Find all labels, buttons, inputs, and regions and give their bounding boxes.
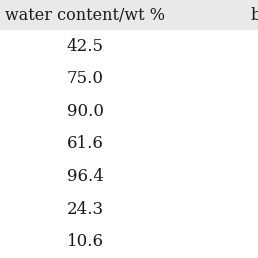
Text: 24.3: 24.3 — [67, 201, 104, 218]
Text: water content/wt %: water content/wt % — [5, 6, 165, 23]
Text: bo: bo — [250, 6, 258, 23]
Text: 42.5: 42.5 — [67, 38, 104, 55]
Text: 10.6: 10.6 — [67, 233, 104, 250]
Text: 61.6: 61.6 — [67, 135, 103, 152]
Text: 90.0: 90.0 — [67, 103, 104, 120]
Text: 75.0: 75.0 — [67, 70, 104, 87]
Text: 96.4: 96.4 — [67, 168, 103, 185]
Bar — [0, 0, 258, 30]
